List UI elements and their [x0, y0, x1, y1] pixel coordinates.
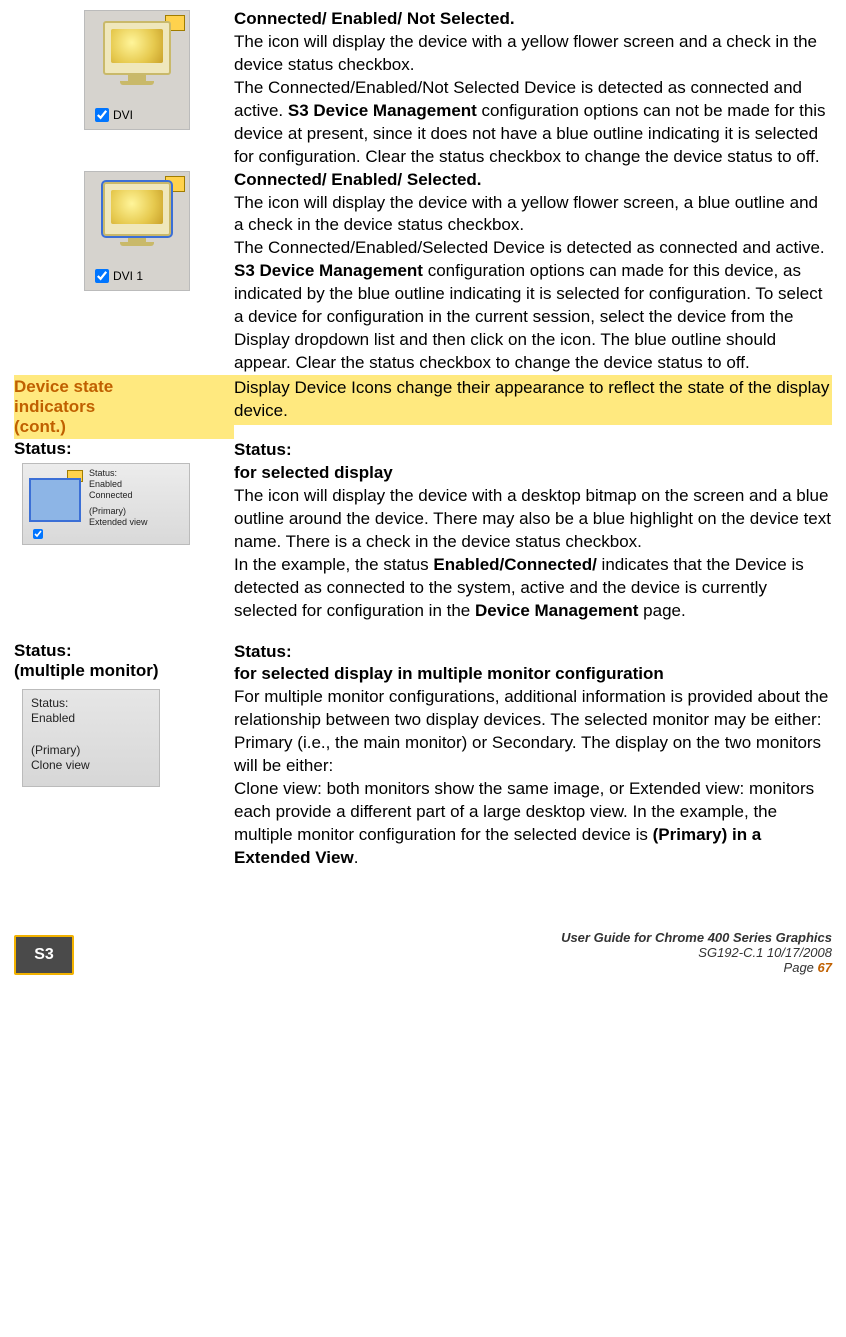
- footer-page: Page 67: [561, 960, 832, 975]
- device-check-row: DVI 1: [91, 266, 183, 286]
- right-col: Status: for selected display in multiple…: [234, 641, 832, 870]
- row-connected-enabled-selected: DVI 1 Connected/ Enabled/ Selected. The …: [14, 169, 832, 375]
- monitor-screen-icon: [111, 29, 163, 63]
- section-p2: In the example, the status Enabled/Conne…: [234, 554, 832, 623]
- row-connected-enabled-notselected: DVI Connected/ Enabled/ Not Selected. Th…: [14, 8, 832, 169]
- section-title: Connected/ Enabled/ Selected.: [234, 169, 832, 192]
- section-subtitle: for selected display: [234, 462, 832, 485]
- left-col: Status: Status: Enabled Connected (Prima…: [14, 439, 234, 545]
- device-label: DVI 1: [113, 269, 143, 283]
- status-panel: Status: Enabled (Primary) Clone view: [22, 689, 160, 787]
- mini-monitor-icon: [29, 478, 81, 522]
- device-label: DVI: [113, 108, 133, 122]
- device-icon-notselected: DVI: [84, 10, 190, 130]
- monitor-icon: [103, 182, 171, 236]
- section-p1: The icon will display the device with a …: [234, 485, 832, 554]
- mini-checkbox[interactable]: [33, 529, 43, 539]
- left-col: Status: (multiple monitor) Status: Enabl…: [14, 641, 234, 787]
- mini-check: [29, 526, 45, 542]
- section-p1: For multiple monitor configurations, add…: [234, 686, 832, 778]
- hilite-left: Device state indicators (cont.): [14, 375, 234, 439]
- section-subtitle: for selected display in multiple monitor…: [234, 663, 832, 686]
- section-p1: The icon will display the device with a …: [234, 192, 832, 238]
- device-check-row: DVI: [91, 105, 183, 125]
- section-p2: Clone view: both monitors show the same …: [234, 778, 832, 870]
- s3-logo: S3: [14, 935, 74, 975]
- section-p2: The Connected/Enabled/Not Selected Devic…: [234, 77, 832, 169]
- right-col: Status: for selected display The icon wi…: [234, 439, 832, 623]
- hilite-right: Display Device Icons change their appear…: [234, 375, 832, 425]
- device-status-checkbox[interactable]: [95, 269, 109, 283]
- section-title: Status:: [234, 641, 832, 664]
- status-label: Status:: [14, 439, 228, 459]
- row-status-selected: Status: Status: Enabled Connected (Prima…: [14, 439, 832, 623]
- section-title: Connected/ Enabled/ Not Selected.: [234, 8, 832, 31]
- row-device-state-indicators: Device state indicators (cont.) Display …: [14, 375, 832, 439]
- status-sublabel: (multiple monitor): [14, 661, 228, 681]
- page-footer: S3 User Guide for Chrome 400 Series Grap…: [14, 930, 832, 975]
- section-title: Status:: [234, 439, 832, 462]
- section-p1: The icon will display the device with a …: [234, 31, 832, 77]
- device-status-checkbox[interactable]: [95, 108, 109, 122]
- row-status-multimonitor: Status: (multiple monitor) Status: Enabl…: [14, 641, 832, 870]
- monitor-screen-icon: [111, 190, 163, 224]
- right-col: Connected/ Enabled/ Not Selected. The ic…: [234, 8, 832, 169]
- footer-meta: SG192-C.1 10/17/2008: [561, 945, 832, 960]
- status-thumbnail: Status: Enabled Connected (Primary) Exte…: [22, 463, 190, 545]
- footer-title: User Guide for Chrome 400 Series Graphic…: [561, 930, 832, 945]
- footer-text: User Guide for Chrome 400 Series Graphic…: [561, 930, 832, 975]
- right-col: Connected/ Enabled/ Selected. The icon w…: [234, 169, 832, 375]
- section-p2: The Connected/Enabled/Selected Device is…: [234, 237, 832, 375]
- monitor-icon: [103, 21, 171, 75]
- left-col: DVI: [14, 8, 234, 136]
- device-icon-selected: DVI 1: [84, 171, 190, 291]
- left-col: DVI 1: [14, 169, 234, 297]
- status-thumb-text: Status: Enabled Connected (Primary) Exte…: [89, 468, 148, 528]
